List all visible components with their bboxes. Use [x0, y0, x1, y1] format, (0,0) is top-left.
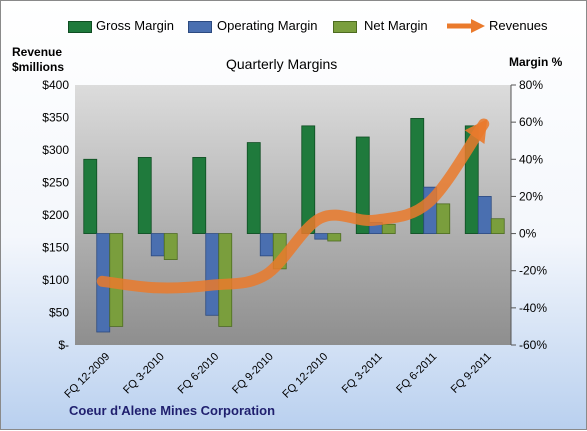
bar-net-5: [328, 234, 341, 241]
x-axis-category-label: FQ 9-2010: [230, 351, 276, 397]
right-axis-tick-label: -40%: [519, 301, 547, 315]
x-axis-category-label: FQ 6-2010: [176, 351, 222, 397]
bar-operating-3: [206, 234, 219, 316]
x-axis-category-label: FQ 9-2011: [449, 351, 494, 396]
left-axis-tick-label: $250: [42, 176, 69, 190]
bar-operating-8: [478, 196, 491, 233]
bar-gross-4: [247, 143, 260, 234]
right-axis-tick-label: 40%: [519, 152, 543, 166]
bar-gross-3: [193, 157, 206, 233]
left-axis-tick-label: $50: [49, 306, 69, 320]
bar-net-7: [437, 204, 450, 234]
right-axis-tick-label: 80%: [519, 78, 543, 92]
x-axis-category-label: FQ 12-2010: [280, 351, 330, 401]
right-axis-tick-label: -60%: [519, 338, 547, 352]
left-axis-tick-label: $400: [42, 78, 69, 92]
x-axis-category-label: FQ 3-2010: [121, 351, 167, 397]
bar-gross-1: [84, 159, 97, 233]
bar-net-2: [164, 234, 177, 260]
bar-operating-4: [260, 234, 273, 256]
right-axis-tick-label: 0%: [519, 227, 537, 241]
right-axis-tick-label: -20%: [519, 264, 547, 278]
bar-operating-2: [151, 234, 164, 256]
right-axis-tick-label: 60%: [519, 115, 543, 129]
left-axis-tick-label: $-: [58, 338, 69, 352]
bar-operating-5: [315, 234, 328, 240]
x-axis-category-label: FQ 3-2011: [340, 351, 385, 396]
x-axis-category-label: FQ 6-2011: [394, 351, 439, 396]
bar-net-8: [491, 219, 504, 234]
bar-net-6: [382, 224, 395, 233]
left-axis-tick-label: $300: [42, 143, 69, 157]
left-axis-tick-label: $100: [42, 273, 69, 287]
left-axis-tick-label: $200: [42, 208, 69, 222]
right-axis-tick-label: 20%: [519, 189, 543, 203]
bar-gross-2: [138, 157, 151, 233]
left-axis-tick-label: $350: [42, 111, 69, 125]
left-axis-tick-label: $150: [42, 241, 69, 255]
company-name: Coeur d'Alene Mines Corporation: [69, 403, 275, 418]
x-axis-category-label: FQ 12-2009: [62, 351, 112, 401]
